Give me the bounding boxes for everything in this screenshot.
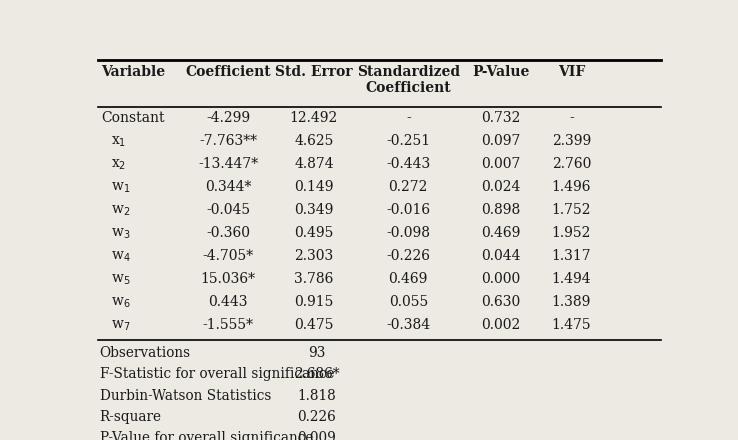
Text: 1.818: 1.818: [297, 389, 336, 403]
Text: 0.344*: 0.344*: [205, 180, 251, 194]
Text: 1.952: 1.952: [551, 226, 591, 240]
Text: 0.002: 0.002: [482, 319, 521, 332]
Text: 2.760: 2.760: [551, 157, 591, 171]
Text: 0.007: 0.007: [481, 157, 521, 171]
Text: -0.098: -0.098: [386, 226, 430, 240]
Text: 0.272: 0.272: [389, 180, 428, 194]
Text: 1.475: 1.475: [551, 319, 591, 332]
Text: Durbin-Watson Statistics: Durbin-Watson Statistics: [100, 389, 271, 403]
Text: x$_1$: x$_1$: [111, 134, 125, 149]
Text: 1.496: 1.496: [551, 180, 591, 194]
Text: 3.786: 3.786: [294, 272, 334, 286]
Text: 2.686*: 2.686*: [294, 367, 339, 381]
Text: 0.469: 0.469: [481, 226, 521, 240]
Text: 1.317: 1.317: [551, 249, 591, 263]
Text: w$_6$: w$_6$: [111, 295, 130, 310]
Text: 4.874: 4.874: [294, 157, 334, 171]
Text: Variable: Variable: [101, 65, 165, 79]
Text: 2.399: 2.399: [551, 134, 591, 148]
Text: -0.384: -0.384: [386, 319, 430, 332]
Text: -13.447*: -13.447*: [198, 157, 258, 171]
Text: -0.443: -0.443: [386, 157, 430, 171]
Text: P-Value: P-Value: [472, 65, 530, 79]
Text: 15.036*: 15.036*: [201, 272, 255, 286]
Text: -4.299: -4.299: [206, 111, 250, 125]
Text: x$_2$: x$_2$: [111, 157, 125, 172]
Text: 0.000: 0.000: [482, 272, 521, 286]
Text: 0.915: 0.915: [294, 295, 334, 309]
Text: Observations: Observations: [100, 346, 191, 360]
Text: 0.898: 0.898: [482, 203, 521, 217]
Text: -1.555*: -1.555*: [203, 319, 254, 332]
Text: w$_1$: w$_1$: [111, 180, 130, 194]
Text: w$_4$: w$_4$: [111, 249, 130, 264]
Text: -0.360: -0.360: [206, 226, 250, 240]
Text: P-Value for overall significance: P-Value for overall significance: [100, 431, 313, 440]
Text: -0.226: -0.226: [386, 249, 430, 263]
Text: 4.625: 4.625: [294, 134, 334, 148]
Text: 1.752: 1.752: [551, 203, 591, 217]
Text: -: -: [569, 111, 573, 125]
Text: 0.024: 0.024: [481, 180, 521, 194]
Text: -: -: [406, 111, 410, 125]
Text: w$_2$: w$_2$: [111, 203, 130, 218]
Text: 0.044: 0.044: [481, 249, 521, 263]
Text: 1.389: 1.389: [551, 295, 591, 309]
Text: 1.494: 1.494: [551, 272, 591, 286]
Text: Standardized
Coefficient: Standardized Coefficient: [356, 65, 460, 95]
Text: R-square: R-square: [100, 410, 162, 424]
Text: F-Statistic for overall significance: F-Statistic for overall significance: [100, 367, 334, 381]
Text: w$_5$: w$_5$: [111, 272, 130, 287]
Text: VIF: VIF: [558, 65, 585, 79]
Text: -0.045: -0.045: [206, 203, 250, 217]
Text: w$_7$: w$_7$: [111, 319, 130, 333]
Text: 0.475: 0.475: [294, 319, 334, 332]
Text: 2.303: 2.303: [294, 249, 334, 263]
Text: 0.149: 0.149: [294, 180, 334, 194]
Text: Std. Error: Std. Error: [275, 65, 353, 79]
Text: 0.495: 0.495: [294, 226, 334, 240]
Text: 0.630: 0.630: [482, 295, 521, 309]
Text: w$_3$: w$_3$: [111, 226, 130, 241]
Text: 0.469: 0.469: [389, 272, 428, 286]
Text: Constant: Constant: [101, 111, 165, 125]
Text: 0.732: 0.732: [481, 111, 521, 125]
Text: Coefficient: Coefficient: [185, 65, 271, 79]
Text: 0.226: 0.226: [297, 410, 336, 424]
Text: -4.705*: -4.705*: [202, 249, 254, 263]
Text: 0.097: 0.097: [481, 134, 521, 148]
Text: 93: 93: [308, 346, 325, 360]
Text: -0.251: -0.251: [386, 134, 430, 148]
Text: -0.016: -0.016: [386, 203, 430, 217]
Text: 0.349: 0.349: [294, 203, 334, 217]
Text: -7.763**: -7.763**: [199, 134, 257, 148]
Text: 0.443: 0.443: [208, 295, 248, 309]
Text: 12.492: 12.492: [290, 111, 338, 125]
Text: 0.055: 0.055: [389, 295, 428, 309]
Text: 0.009: 0.009: [297, 431, 337, 440]
